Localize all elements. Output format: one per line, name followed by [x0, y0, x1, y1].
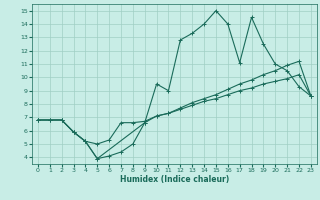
X-axis label: Humidex (Indice chaleur): Humidex (Indice chaleur) [120, 175, 229, 184]
